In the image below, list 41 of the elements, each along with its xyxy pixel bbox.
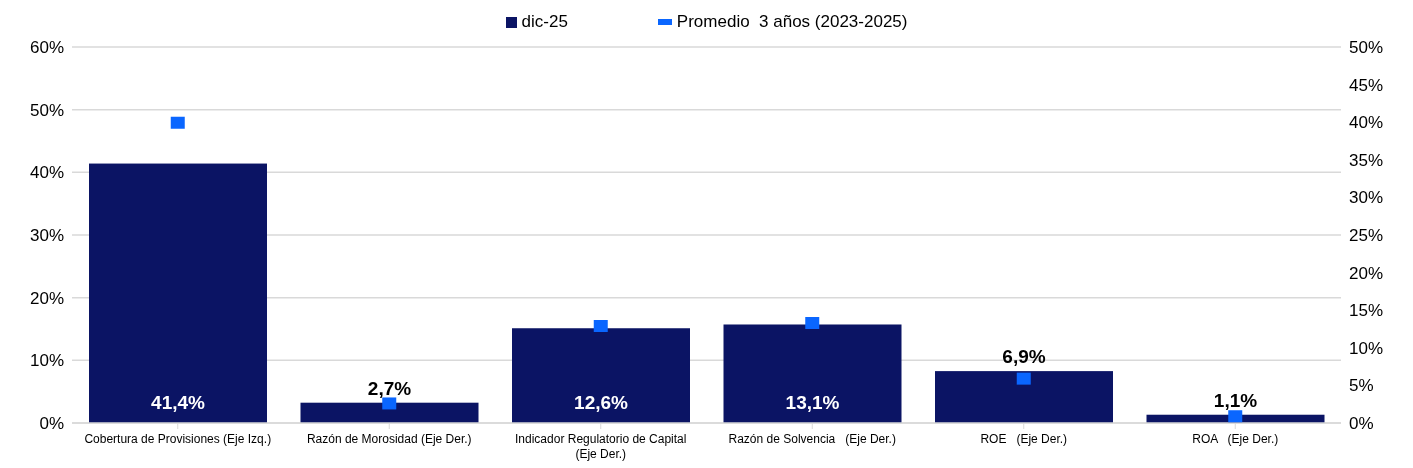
data-label: 6,9% (1002, 346, 1046, 368)
x-tick-label: ROA (Eje Der.) (1192, 432, 1279, 446)
point (382, 397, 397, 410)
point (593, 319, 608, 332)
y-tick-label: 50% (29, 100, 64, 120)
y2-tick-label: 0% (1349, 414, 1374, 434)
bar (723, 324, 902, 423)
y-tick-label: 40% (29, 163, 64, 183)
legend-label: Promedio 3 años (2023-2025) (676, 12, 908, 32)
point (1228, 410, 1243, 423)
y-tick-label: 0% (39, 414, 64, 434)
data-label: 13,1% (785, 392, 840, 413)
y2-tick-label: 35% (1349, 150, 1384, 170)
y2-tick-label: 25% (1349, 226, 1384, 246)
x-tick-label: Razón de Morosidad (Eje Der.) (306, 432, 472, 446)
point (805, 316, 820, 329)
x-tick-label: Indicador Regulatorio de Capital (Eje Der.) (515, 432, 687, 461)
bar (935, 371, 1113, 423)
bar (512, 328, 690, 423)
y2-tick-label: 15% (1349, 301, 1384, 321)
y2-tick-label: 20% (1349, 263, 1384, 283)
y-tick-label: 10% (29, 351, 64, 371)
y2-tick-label: 50% (1349, 38, 1384, 58)
data-label: 41,4% (151, 392, 206, 413)
data-label: 1,1% (1213, 389, 1258, 411)
legend-label: dic-25 (521, 12, 568, 32)
y-tick-label: 30% (29, 226, 64, 246)
y2-tick-label: 5% (1349, 376, 1374, 396)
x-tick-label: Cobertura de Provisiones (Eje Izq.) (84, 432, 272, 446)
y2-tick-label: 30% (1349, 188, 1384, 208)
data-label: 12,6% (574, 392, 629, 413)
y-tick-label: 20% (29, 288, 64, 308)
bar (300, 402, 479, 423)
y2-tick-label: 45% (1349, 75, 1384, 95)
y2-tick-label: 40% (1349, 113, 1384, 133)
y2-tick-label: 10% (1349, 338, 1384, 358)
point (1016, 372, 1031, 385)
x-tick-label: ROE (Eje Der.) (980, 432, 1068, 446)
x-tick-label: Razón de Solvencia (Eje Der.) (728, 432, 896, 446)
y-tick-label: 60% (29, 38, 64, 58)
data-label: 2,7% (367, 377, 412, 399)
